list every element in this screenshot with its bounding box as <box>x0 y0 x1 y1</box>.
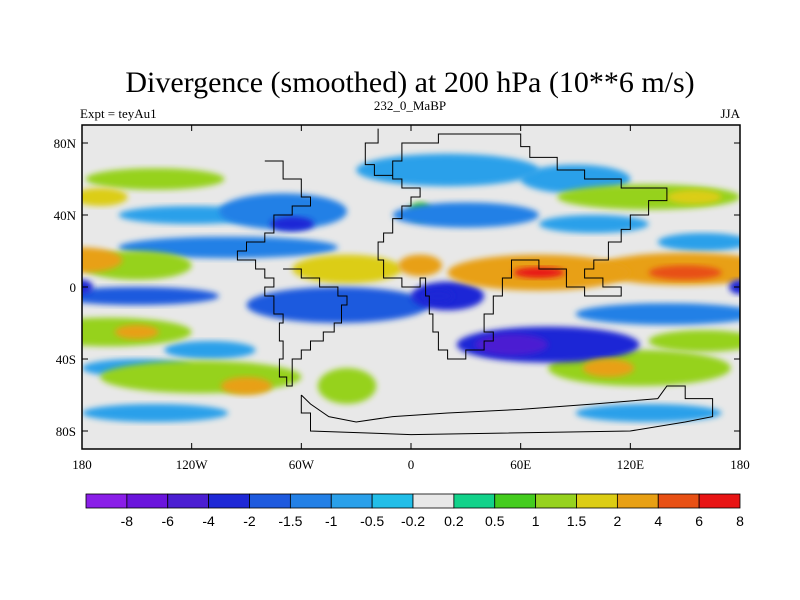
coastline <box>300 385 714 436</box>
field-contour <box>474 333 549 356</box>
y-tick-label: 80N <box>54 136 77 151</box>
colorbar-swatch <box>616 493 659 509</box>
field-contour <box>317 368 377 404</box>
field-contour <box>82 317 192 347</box>
field-contour <box>398 254 443 277</box>
chart-title: Divergence (smoothed) at 200 hPa (10**6 … <box>125 66 694 99</box>
colorbar-label: -0.2 <box>401 513 425 529</box>
field-contour <box>648 265 722 280</box>
colorbar-label: -2 <box>243 513 256 529</box>
colorbar-swatch <box>371 493 414 509</box>
field-contour <box>82 247 123 273</box>
colorbar-swatch <box>494 493 537 509</box>
colorbar-swatch <box>330 493 373 509</box>
x-tick-label: 180 <box>730 457 750 472</box>
colorbar-label: 4 <box>654 513 662 529</box>
colorbar-swatch <box>167 493 210 509</box>
colorbar-label: -4 <box>202 513 215 529</box>
colorbar-swatch <box>576 493 618 509</box>
x-axis: 180 120W 60W 0 60E 120E 180 <box>72 125 750 472</box>
y-tick-label: 80S <box>56 424 76 439</box>
field-contour <box>85 168 225 190</box>
colorbar-label: -6 <box>162 513 175 529</box>
field-contour <box>220 377 273 395</box>
colorbar-swatch <box>126 493 169 509</box>
colorbar-label: 2 <box>613 513 621 529</box>
field-contour <box>657 233 740 251</box>
colorbar-label: 1 <box>532 513 540 529</box>
plot-area <box>81 124 741 450</box>
field-contour <box>82 188 128 206</box>
coastlines <box>236 128 714 436</box>
field-contour <box>114 324 159 340</box>
colorbar-label: -1.5 <box>278 513 302 529</box>
experiment-label: Expt = teyAu1 <box>80 106 157 121</box>
field-contour <box>648 330 740 352</box>
colorbar-label: 8 <box>736 513 744 529</box>
colorbar-label: -8 <box>121 513 134 529</box>
field-contour <box>356 153 539 187</box>
colorbar-swatch <box>249 493 291 509</box>
field-contour <box>513 267 565 278</box>
colorbar-swatch <box>85 493 128 509</box>
colorbar-label: -0.5 <box>360 513 384 529</box>
field-contour <box>582 359 634 377</box>
colorbar-swatch <box>289 493 332 509</box>
y-tick-label: 0 <box>70 280 77 295</box>
x-tick-label: 60W <box>289 457 315 472</box>
field-contour <box>423 288 454 304</box>
field-contour <box>538 215 649 233</box>
colorbar-label: 0.2 <box>444 513 464 529</box>
y-tick-label: 40N <box>54 208 77 223</box>
field-contour <box>666 189 722 205</box>
x-tick-label: 0 <box>408 457 415 472</box>
field-contour <box>292 254 402 284</box>
divergence-field <box>82 153 740 422</box>
colorbar-swatch <box>412 493 455 509</box>
colorbar-swatch <box>453 493 496 509</box>
field-contour <box>270 216 315 232</box>
x-tick-label: 60E <box>510 457 531 472</box>
field-contour <box>392 202 539 228</box>
field-contour <box>82 287 220 305</box>
field-contour <box>575 303 740 325</box>
x-tick-label: 120W <box>176 457 209 472</box>
colorbar-label: 0.5 <box>485 513 505 529</box>
field-contour <box>219 193 348 230</box>
y-axis: 80N 40N 0 40S 80S <box>54 136 740 439</box>
y-tick-label: 40S <box>56 352 76 367</box>
colorbar-swatch <box>208 493 250 509</box>
colorbar-swatch <box>535 493 577 509</box>
field-contour <box>82 404 229 422</box>
coastline <box>364 128 668 360</box>
run-label: 232_0_MaBP <box>374 98 446 113</box>
colorbar-label: 6 <box>695 513 703 529</box>
x-tick-label: 180 <box>72 457 92 472</box>
season-label: JJA <box>720 106 740 121</box>
colorbar-swatch <box>657 493 700 509</box>
colorbar-label: -1 <box>325 513 338 529</box>
colorbar-swatch <box>698 493 741 509</box>
field-contour <box>575 404 722 422</box>
colorbar: -8 -6 -4 -2 -1.5 -1 -0.5 -0.2 0.2 0.5 1 1.5 2 4 6 8 <box>85 493 744 529</box>
x-tick-label: 120E <box>617 457 645 472</box>
coastline <box>236 160 348 387</box>
colorbar-label: 1.5 <box>567 513 587 529</box>
field-contour <box>118 236 338 259</box>
field-contour <box>246 287 430 323</box>
field-contour <box>164 341 256 359</box>
